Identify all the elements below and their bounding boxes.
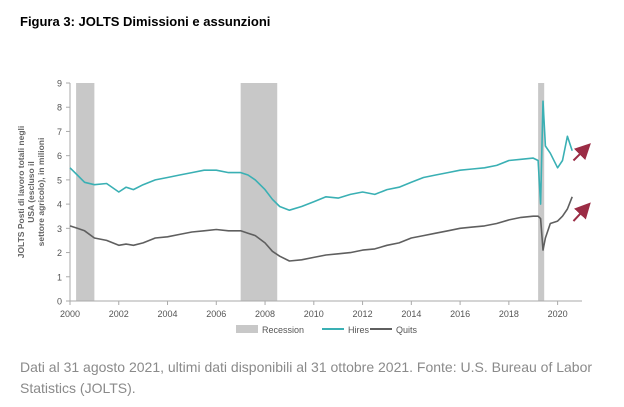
y-axis-label-line: USA (escluso il: [26, 161, 36, 223]
legend-label-recession: Recession: [262, 325, 304, 335]
y-tick-label: 0: [57, 297, 62, 307]
recession-band: [240, 83, 278, 301]
series-line-hires: [69, 100, 573, 211]
x-tick-label: 2018: [499, 309, 519, 319]
y-tick-label: 1: [57, 272, 62, 282]
series-line-quits: [69, 196, 573, 262]
y-axis-label: JOLTS Posti di lavoro totali negliUSA (e…: [16, 126, 46, 259]
x-tick-label: 2014: [401, 309, 421, 319]
y-tick-label: 8: [57, 103, 62, 113]
x-tick-label: 2004: [158, 309, 178, 319]
y-axis-label-line: JOLTS Posti di lavoro totali negli: [16, 126, 26, 259]
y-axis-label-line: settore agricolo), in milioni: [36, 138, 46, 247]
x-tick-label: 2000: [60, 309, 80, 319]
x-tick-label: 2008: [255, 309, 275, 319]
y-tick-label: 5: [57, 175, 62, 185]
quits-trend-arrow: [572, 202, 591, 222]
x-tick-label: 2016: [450, 309, 470, 319]
figure-title: Figura 3: JOLTS Dimissioni e assunzioni: [20, 14, 271, 29]
figure-panel: Figura 3: JOLTS Dimissioni e assunzioni …: [16, 14, 591, 335]
jolts-line-chart: 0 1 2 3 4 5 6 7 8 9 2000 2002 2004 2006 2008 2010 2012 20…: [16, 79, 591, 335]
y-tick-label: 4: [57, 200, 62, 210]
x-tick-label: 2012: [353, 309, 373, 319]
y-tick-label: 3: [57, 224, 62, 234]
y-tick-label: 9: [57, 79, 62, 89]
x-tick-label: 2010: [304, 309, 324, 319]
legend-label-quits: Quits: [396, 325, 418, 335]
x-tick-label: 2020: [548, 309, 568, 319]
x-tick-label: 2006: [206, 309, 226, 319]
source-note: Dati al 31 agosto 2021, ultimi dati disp…: [20, 359, 593, 396]
y-tick-label: 2: [57, 248, 62, 258]
x-tick-label: 2002: [109, 309, 129, 319]
hires-trend-arrow: [572, 143, 591, 162]
y-tick-label: 7: [57, 127, 62, 137]
y-tick-label: 6: [57, 151, 62, 161]
recession-band: [76, 83, 95, 301]
legend-swatch-recession: [236, 325, 258, 333]
legend-label-hires: Hires: [348, 325, 370, 335]
